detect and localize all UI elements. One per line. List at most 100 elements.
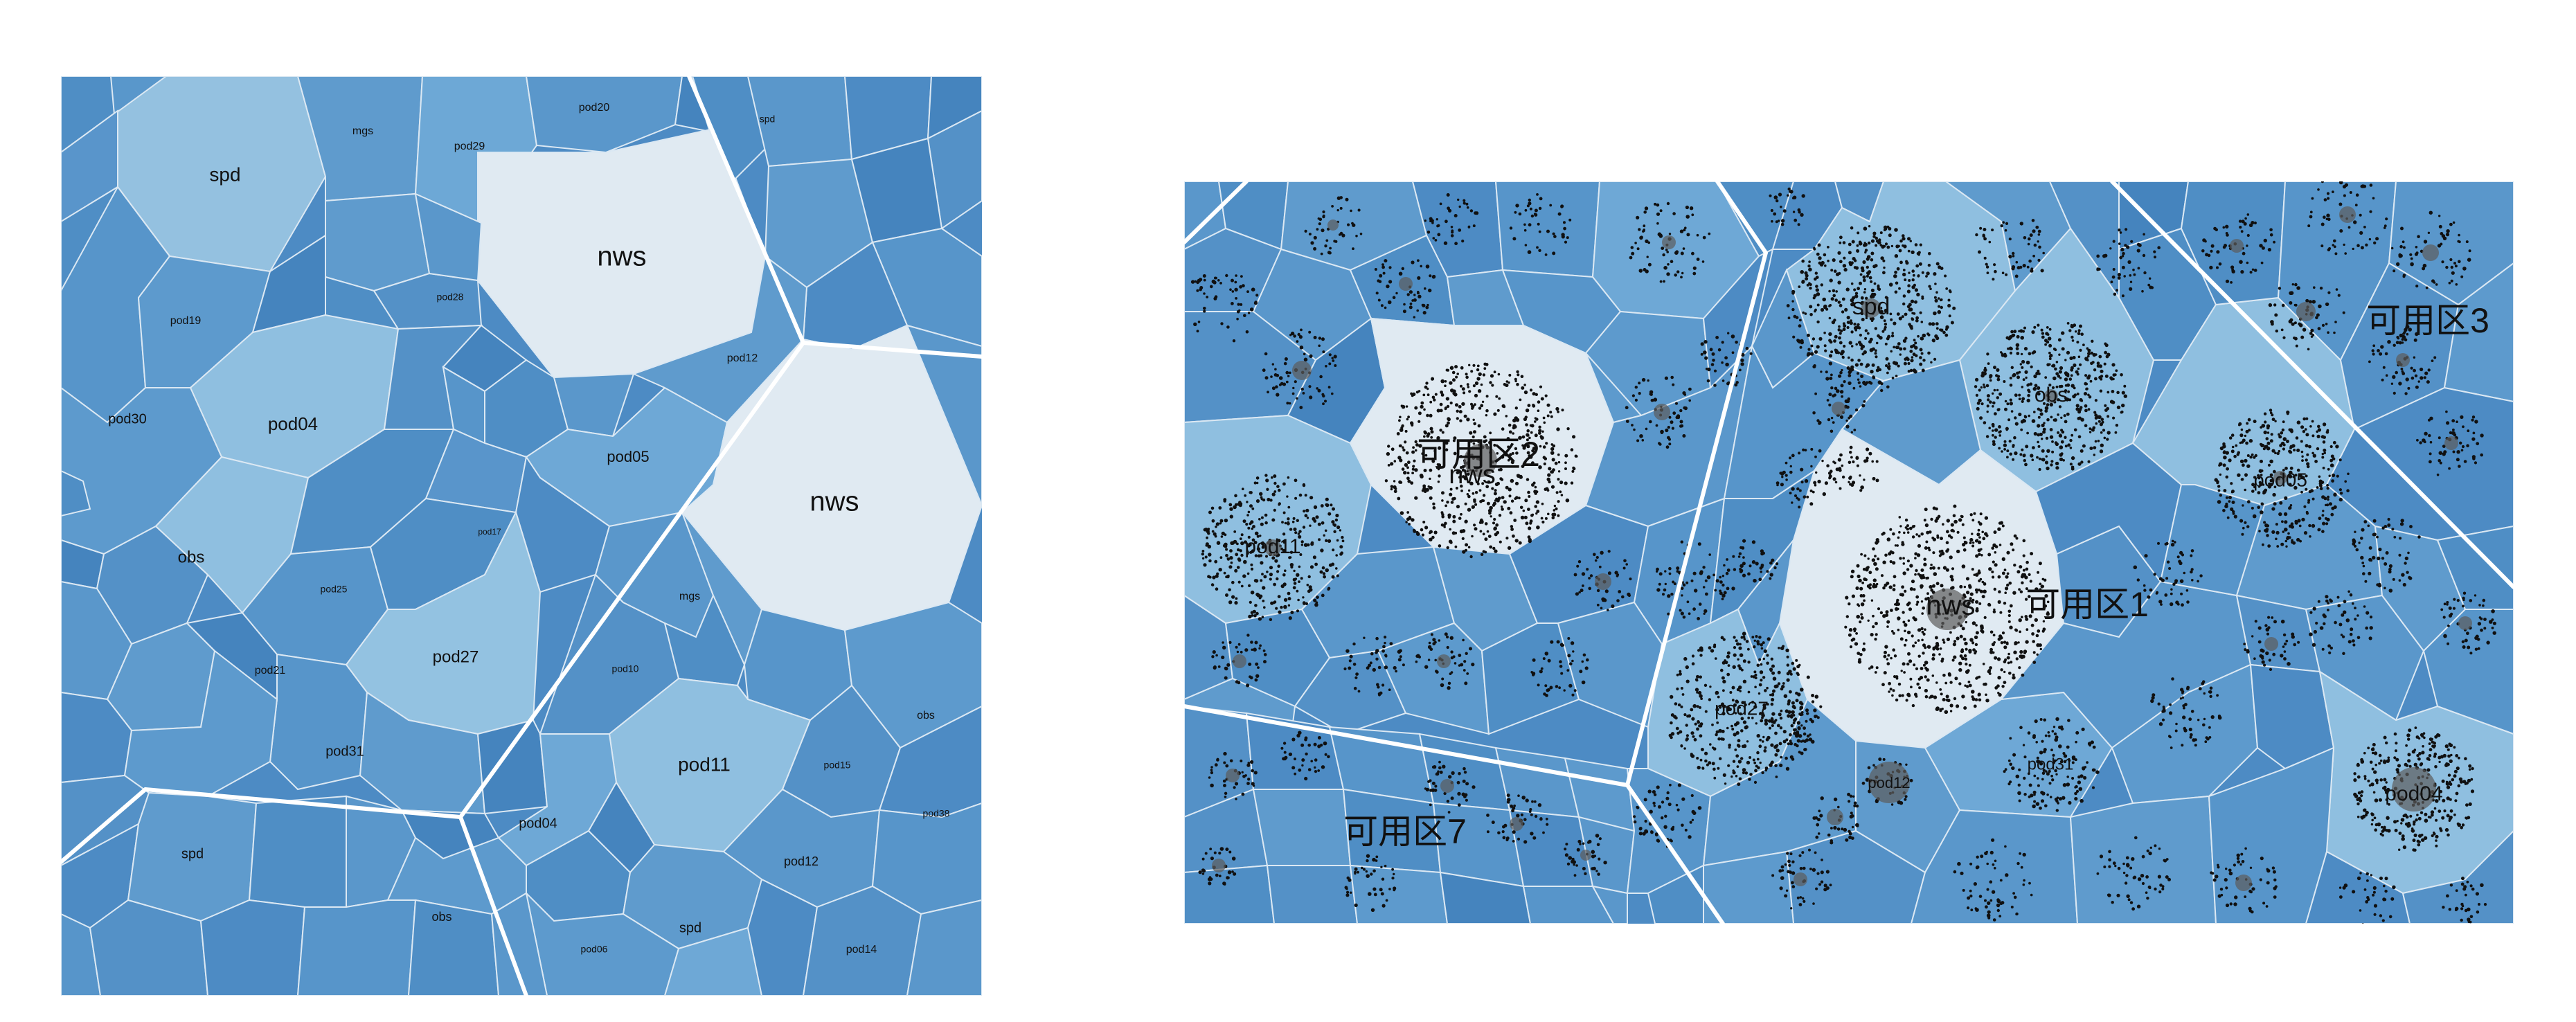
point-marker	[1233, 786, 1236, 789]
point-marker	[2393, 820, 2397, 824]
point-marker	[2247, 418, 2251, 422]
point-marker	[1911, 250, 1915, 254]
point-marker	[1223, 784, 1226, 787]
point-marker	[1270, 375, 1273, 378]
point-marker	[1384, 665, 1388, 670]
point-marker	[2275, 537, 2278, 541]
point-marker	[1444, 384, 1447, 387]
point-marker	[1944, 274, 1947, 278]
point-marker	[1307, 768, 1312, 771]
point-marker	[2044, 409, 2048, 413]
point-marker	[2018, 768, 2021, 771]
point-marker	[1810, 352, 1814, 356]
point-marker	[1522, 446, 1526, 450]
point-marker	[1864, 329, 1868, 332]
point-marker	[1745, 640, 1749, 643]
point-marker	[2445, 780, 2449, 784]
point-marker	[1564, 454, 1568, 458]
point-marker	[1962, 536, 1966, 539]
point-marker	[2067, 443, 2071, 447]
point-marker	[2274, 451, 2277, 454]
point-marker	[1262, 586, 1266, 590]
point-marker	[1616, 599, 1620, 602]
point-marker	[1252, 609, 1257, 614]
point-marker	[1431, 377, 1435, 381]
point-marker	[1763, 649, 1767, 654]
point-marker	[1528, 454, 1531, 458]
point-marker	[2001, 571, 2005, 575]
point-marker	[2123, 384, 2127, 388]
point-marker	[1796, 721, 1801, 725]
point-marker	[2421, 838, 2425, 842]
point-marker	[1255, 294, 1259, 297]
point-marker	[1469, 647, 1472, 651]
point-marker	[1249, 307, 1254, 312]
point-marker	[1863, 577, 1867, 581]
point-marker	[2046, 794, 2049, 796]
point-marker	[1384, 479, 1388, 483]
point-marker	[1976, 539, 1979, 541]
point-marker	[1309, 496, 1314, 500]
point-marker	[1868, 586, 1872, 590]
point-marker	[2372, 747, 2374, 750]
point-marker	[1564, 461, 1567, 465]
point-marker	[1559, 665, 1563, 668]
right-cell	[1294, 649, 1407, 735]
point-marker	[1224, 676, 1228, 680]
point-marker	[1737, 664, 1741, 668]
point-marker	[1703, 609, 1708, 613]
point-marker	[1952, 530, 1956, 532]
point-marker	[1325, 497, 1329, 501]
point-cluster-blob	[1292, 361, 1312, 380]
point-marker	[1703, 683, 1708, 687]
point-marker	[1965, 663, 1968, 666]
point-marker	[1458, 772, 1461, 776]
point-marker	[1965, 647, 1968, 651]
point-marker	[1429, 477, 1431, 481]
point-marker	[1462, 779, 1466, 783]
point-marker	[1491, 487, 1494, 490]
point-marker	[2225, 451, 2229, 455]
point-marker	[1282, 482, 1286, 486]
point-marker	[1942, 698, 1946, 701]
point-marker	[1671, 427, 1674, 430]
point-marker	[1317, 769, 1321, 772]
point-marker	[2300, 490, 2303, 494]
point-marker	[1546, 688, 1550, 692]
point-marker	[2296, 537, 2300, 542]
point-marker	[1467, 494, 1471, 499]
point-marker	[1667, 436, 1670, 440]
point-marker	[2037, 629, 2041, 633]
point-marker	[1501, 830, 1505, 834]
point-marker	[1918, 262, 1922, 266]
point-marker	[1824, 264, 1827, 267]
point-marker	[1672, 411, 1676, 415]
point-marker	[1829, 278, 1833, 283]
point-marker	[1488, 440, 1492, 445]
point-marker	[1930, 564, 1933, 566]
point-marker	[1472, 224, 1476, 228]
point-marker	[1210, 285, 1213, 289]
point-marker	[2422, 745, 2424, 748]
point-marker	[1727, 764, 1730, 767]
point-marker	[1335, 567, 1338, 570]
point-marker	[1390, 485, 1394, 488]
point-marker	[2323, 451, 2326, 455]
point-marker	[2240, 478, 2244, 481]
point-marker	[1662, 593, 1665, 596]
point-marker	[1916, 682, 1920, 686]
point-marker	[1237, 548, 1240, 552]
point-marker	[1313, 235, 1317, 240]
point-marker	[1308, 233, 1312, 236]
point-marker	[2044, 594, 2048, 598]
point-marker	[2050, 748, 2053, 751]
point-marker	[2306, 453, 2309, 456]
point-marker	[2300, 425, 2305, 429]
point-marker	[1537, 222, 1540, 226]
point-marker	[1884, 553, 1888, 557]
point-marker	[1458, 228, 1462, 232]
point-marker	[1978, 398, 1982, 403]
point-marker	[1314, 602, 1318, 607]
point-marker	[1425, 382, 1429, 385]
point-marker	[2064, 436, 2067, 439]
